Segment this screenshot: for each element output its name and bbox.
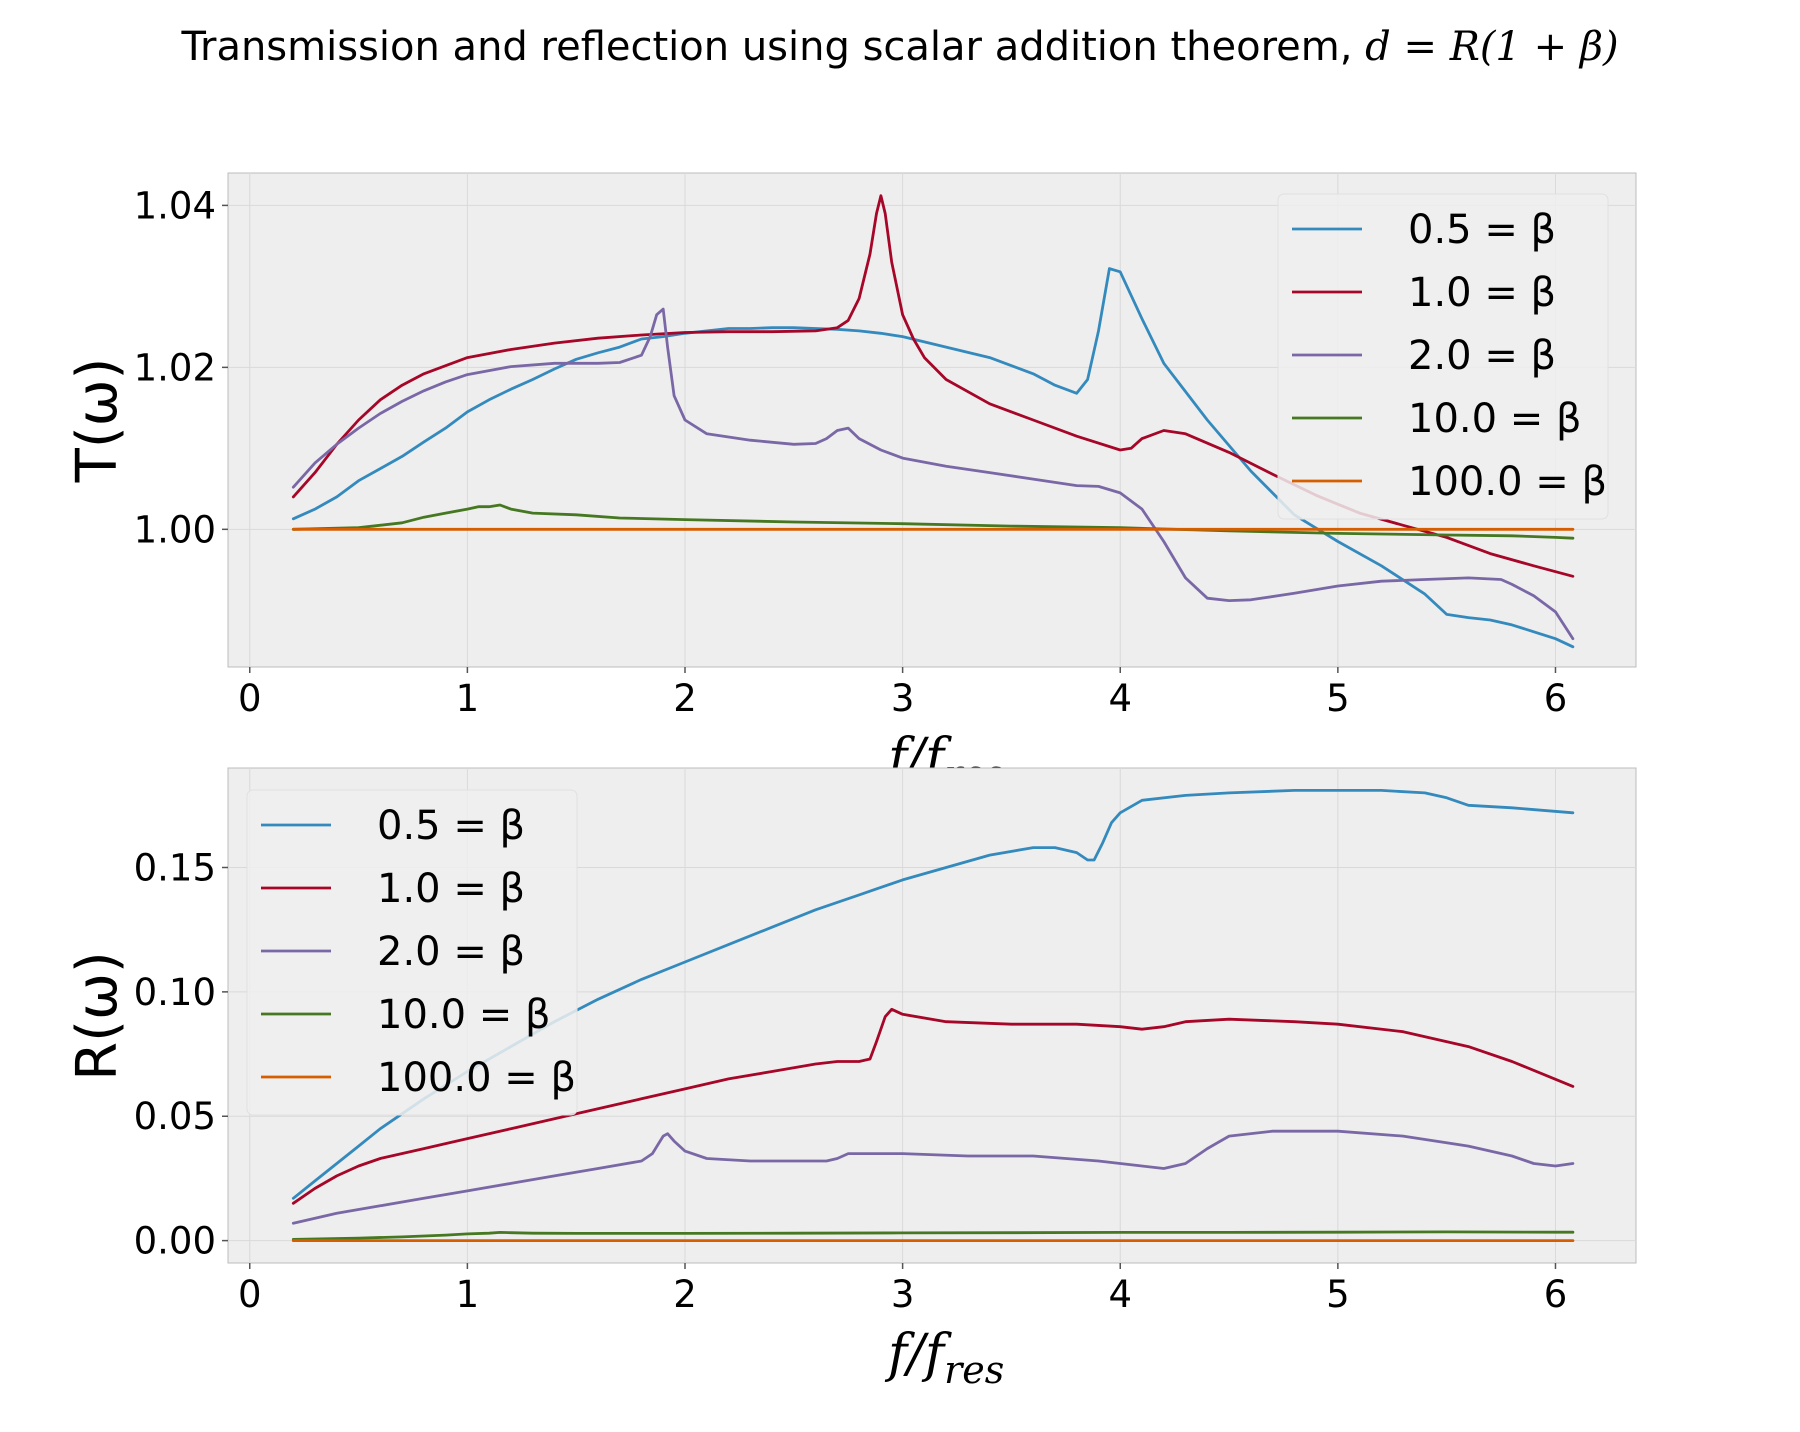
legend-label: 1.0 = β bbox=[377, 866, 525, 912]
series-line bbox=[291, 1129, 1575, 1225]
series-line bbox=[291, 1007, 1575, 1205]
y-tick-label: 1.04 bbox=[134, 184, 216, 227]
legend-label: 0.5 = β bbox=[377, 803, 525, 849]
x-tick-label: 0 bbox=[238, 1273, 262, 1316]
x-tick-label: 4 bbox=[1108, 1273, 1132, 1316]
y-tick-label: 0.05 bbox=[134, 1095, 216, 1138]
y-axis-label: R(ω) bbox=[65, 951, 130, 1081]
legend-label: 100.0 = β bbox=[377, 1055, 576, 1101]
y-tick-label: 0.00 bbox=[134, 1220, 216, 1263]
transmission-panel: 0 1 2 3 4 5 6 1.00 1.02 1.04 0.5 = β 1.0 = β 2.0 = β… bbox=[65, 172, 1637, 796]
legend-label: 2.0 = β bbox=[1408, 333, 1556, 379]
y-tick-label: 0.10 bbox=[134, 971, 216, 1014]
y-axis-label: T(ω) bbox=[65, 358, 130, 484]
legend-box bbox=[1277, 193, 1609, 520]
legend-box bbox=[246, 789, 578, 1116]
legend-label: 0.5 = β bbox=[1408, 207, 1556, 253]
y-tick-label: 1.00 bbox=[134, 508, 216, 551]
x-tick-label: 2 bbox=[673, 1273, 697, 1316]
x-tick-label: 4 bbox=[1108, 677, 1132, 720]
x-tick-label: 2 bbox=[673, 677, 697, 720]
legend-label: 10.0 = β bbox=[377, 992, 551, 1038]
series-line bbox=[291, 503, 1575, 540]
x-tick-label: 6 bbox=[1544, 1273, 1568, 1316]
x-tick-label: 6 bbox=[1544, 677, 1568, 720]
legend-label: 10.0 = β bbox=[1408, 396, 1582, 442]
reflection-panel: 0 1 2 3 4 5 6 0.00 0.05 0.10 0.15 0.5 = β 1.0 = β 2.0… bbox=[65, 767, 1637, 1392]
legend-label: 2.0 = β bbox=[377, 929, 525, 975]
figure-title: Transmission and reflection using scalar… bbox=[180, 24, 1618, 70]
x-tick-label: 1 bbox=[456, 1273, 480, 1316]
x-tick-label: 0 bbox=[238, 677, 262, 720]
x-tick-label: 5 bbox=[1326, 1273, 1350, 1316]
legend: 0.5 = β 1.0 = β 2.0 = β 10.0 = β 100.0 = β bbox=[1277, 193, 1609, 520]
y-tick-label: 1.02 bbox=[134, 346, 216, 389]
series-line bbox=[291, 1230, 1575, 1241]
x-axis-label: f/fres bbox=[884, 1324, 1004, 1392]
x-tick-label: 3 bbox=[891, 677, 915, 720]
legend-label: 100.0 = β bbox=[1408, 459, 1607, 505]
series-line bbox=[291, 307, 1575, 641]
x-tick-label: 1 bbox=[456, 677, 480, 720]
series-line bbox=[291, 194, 1575, 578]
x-tick-label: 5 bbox=[1326, 677, 1350, 720]
x-tick-label: 3 bbox=[891, 1273, 915, 1316]
legend: 0.5 = β 1.0 = β 2.0 = β 10.0 = β 100.0 = β bbox=[246, 789, 578, 1116]
legend-label: 1.0 = β bbox=[1408, 270, 1556, 316]
y-tick-label: 0.15 bbox=[134, 846, 216, 889]
